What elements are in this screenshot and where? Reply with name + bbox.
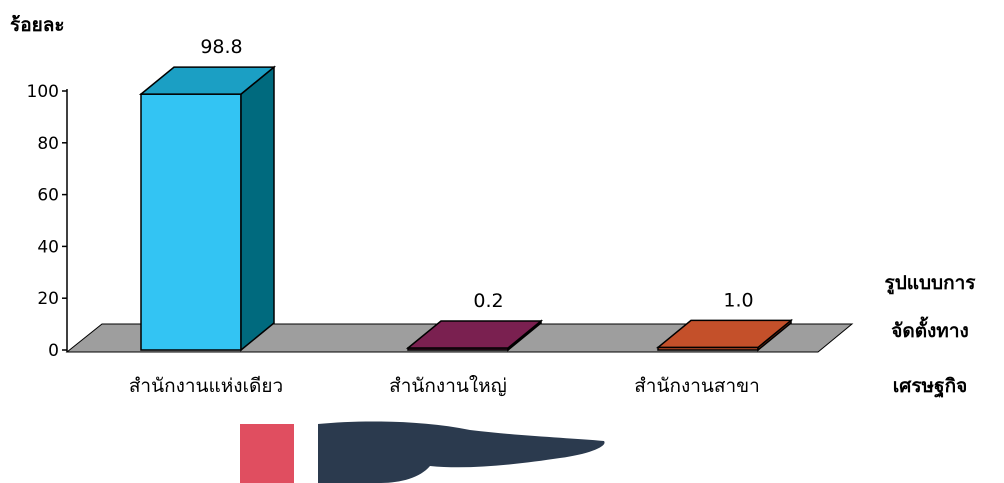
bar: 0.2 — [405, 290, 544, 352]
data-label: 0.2 — [473, 290, 503, 312]
y-tick-label: 60 — [37, 186, 59, 206]
y-tick-label: 40 — [37, 237, 59, 257]
y-axis-title: ร้อยละ — [10, 14, 65, 36]
bar-front — [140, 93, 242, 351]
x-tick-label: สำนักงานสาขา — [634, 375, 760, 397]
x-axis-title-line-1: รูปแบบการ — [884, 272, 976, 295]
data-label: 98.8 — [200, 36, 242, 58]
bar-top — [405, 320, 544, 349]
logo-square-icon — [240, 424, 294, 483]
bar-side — [240, 65, 275, 352]
x-tick-label: สำนักงานใหญ่ — [389, 375, 507, 397]
y-tick-label: 100 — [27, 82, 59, 102]
bar: 98.8 — [138, 36, 277, 352]
x-axis-title-line-3: เศรษฐกิจ — [893, 375, 967, 399]
hand-icon — [318, 421, 605, 483]
bar: 1.0 — [655, 289, 794, 352]
x-axis-title-line-2: จัดตั้งทาง — [891, 316, 969, 342]
bar-top — [138, 66, 277, 95]
bar-top — [655, 319, 794, 349]
y-tick-label: 80 — [37, 134, 59, 154]
y-tick-label: 20 — [37, 289, 59, 309]
data-label: 1.0 — [723, 289, 753, 311]
y-tick-label: 0 — [48, 341, 59, 361]
x-tick-label: สำนักงานแห่งเดียว — [129, 375, 283, 397]
